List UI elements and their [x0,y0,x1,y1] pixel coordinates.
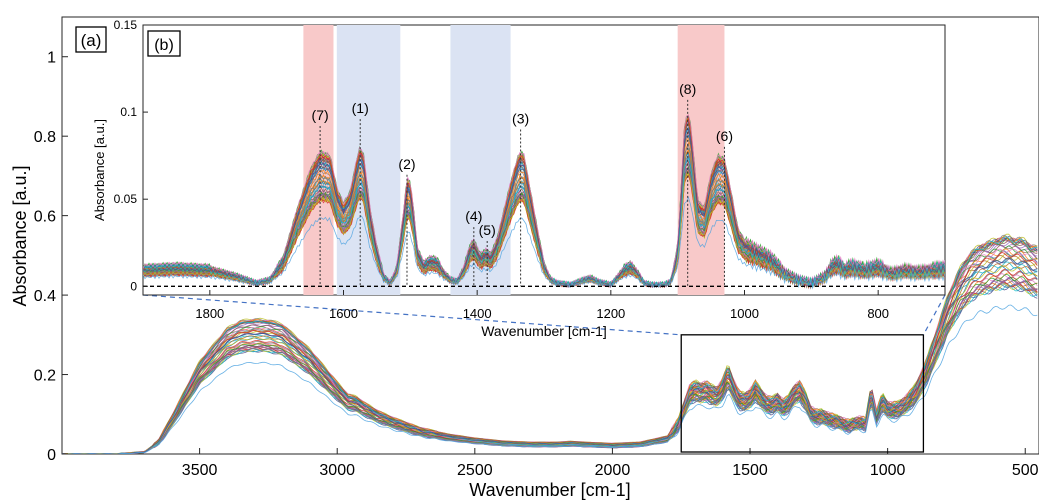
inset-y-tick-label: 0.1 [120,105,137,119]
inset-shaded-band [336,25,401,295]
main-x-axis-label: Wavenumber [cm-1] [469,480,630,500]
inset-series-group [143,114,945,290]
peak-label: (3) [512,111,529,127]
main-spectrum-line [62,236,1038,454]
inset-y-tick-label: 0.05 [114,192,138,206]
panel-b-tag-box [147,30,181,57]
inset-y-axis-label: Absorbance [a.u.] [92,119,107,221]
main-y-tick-label: 0 [47,447,56,464]
inset-x-tick-label: 1200 [596,306,625,321]
main-series-group [62,233,1038,454]
main-y-tick-label: 0.2 [34,368,56,385]
main-x-tick-label: 1500 [732,462,768,479]
main-y-ticks: 0 0.2 0.4 0.6 0.8 1 [34,50,68,464]
main-x-ticks: 3500 3000 2500 2000 1500 1000 500 [182,448,1039,479]
main-y-tick-label: 1 [47,50,56,67]
zoom-connector-right [922,294,946,336]
peak-label: (5) [479,222,496,238]
inset-x-tick-label: 1800 [195,306,224,321]
inset-plot-frame [142,24,946,296]
main-y-tick-label: 0.8 [34,129,56,146]
zoom-region-box [680,334,925,453]
peak-label: (2) [398,156,415,172]
main-x-tick-label: 1000 [870,462,906,479]
panel-b-tag: (b) [154,37,174,54]
panel-a-tag: (a) [81,31,102,50]
inset-x-tick-label: 1000 [730,306,759,321]
main-x-tick-label: 3500 [182,462,218,479]
main-y-tick-label: 0.6 [34,209,56,226]
main-x-tick-label: 2500 [457,462,493,479]
main-y-tick-label: 0.4 [34,288,56,305]
main-x-tick-label: 3000 [319,462,355,479]
inset-y-tick-label: 0 [130,279,137,293]
inset-x-tick-label: 800 [867,306,889,321]
main-y-axis-label: Absorbance [a.u.] [10,165,30,306]
inset-x-tick-label: 1600 [329,306,358,321]
inset-y-tick-label: 0.15 [114,18,138,32]
peak-label: (8) [679,81,696,97]
main-spectrum-line [62,304,1038,454]
peak-label: (6) [716,128,733,144]
inset-spectrum-line [143,196,945,290]
peak-label: (7) [312,107,329,123]
main-spectrum-line [62,239,1038,454]
inset-x-ticks: 1800 1600 1400 1200 1000 800 [195,290,889,321]
inset-y-ticks: 0 0.05 0.1 0.15 [114,18,148,293]
inset-x-tick-label: 1400 [463,306,492,321]
peak-label: (4) [465,208,482,224]
main-spectrum-line [62,282,1038,454]
inset-spectrum-panel: (7) (1) (2) (4)(5) (3) (8) (6) 1800 1600 1400 120… [92,18,946,339]
main-x-tick-label: 500 [1012,462,1039,479]
panel-a-tag-box [75,26,107,53]
main-x-tick-label: 2000 [595,462,631,479]
inset-x-axis-label: Wavenumber [cm-1] [481,323,607,339]
inset-peak-markers: (7) (1) (2) (4)(5) (3) (8) (6) [312,81,733,287]
peak-label: (1) [352,100,369,116]
main-spectrum-line [62,257,1038,454]
